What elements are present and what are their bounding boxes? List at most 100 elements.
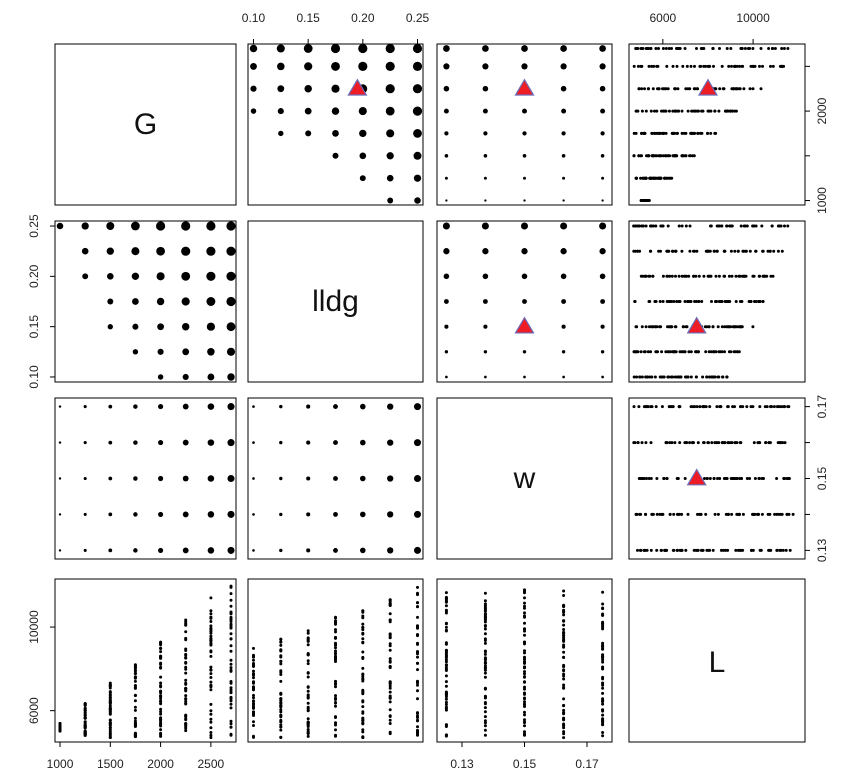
point-lldg-w <box>561 350 566 354</box>
point-lldg-L <box>757 300 760 303</box>
point-G-w <box>523 199 526 202</box>
point-G-L <box>657 47 660 50</box>
point-w-L <box>730 512 734 516</box>
point-L-G <box>159 694 163 698</box>
point-w-G <box>158 547 164 553</box>
point-w-G <box>108 440 113 445</box>
point-w-lldg <box>413 403 422 411</box>
point-L-w <box>562 712 566 716</box>
point-w-L <box>678 441 682 445</box>
point-G-L <box>649 109 653 113</box>
point-G-L <box>636 64 640 68</box>
point-L-w <box>562 697 566 701</box>
point-G-lldg <box>250 85 257 92</box>
point-G-L <box>662 87 666 91</box>
point-lldg-G <box>206 221 216 231</box>
point-w-G <box>133 548 138 553</box>
point-lldg-L <box>723 350 726 354</box>
point-lldg-L <box>745 224 749 228</box>
point-lldg-w <box>599 273 606 280</box>
tick-label-lldg-top: 0.10 <box>242 11 266 25</box>
point-w-L <box>712 477 716 480</box>
point-L-G <box>184 694 188 698</box>
point-G-L <box>773 47 777 50</box>
point-G-L <box>761 64 764 68</box>
point-L-w <box>601 665 605 669</box>
point-L-w <box>444 695 448 699</box>
point-w-L <box>791 512 795 516</box>
point-L-lldg <box>416 633 419 637</box>
point-lldg-w <box>445 375 448 379</box>
point-L-lldg <box>279 643 283 647</box>
point-w-lldg <box>306 476 311 481</box>
point-G-L <box>670 176 674 180</box>
point-lldg-L <box>633 300 637 303</box>
point-L-w <box>483 664 487 668</box>
point-L-G <box>159 665 163 669</box>
point-lldg-G <box>181 246 191 256</box>
point-lldg-L <box>677 274 681 278</box>
point-L-lldg <box>361 640 365 644</box>
point-G-L <box>665 176 669 180</box>
point-L-lldg <box>388 690 392 694</box>
point-w-L <box>702 441 706 445</box>
point-L-lldg <box>361 711 365 715</box>
point-w-L <box>777 512 781 516</box>
point-L-G <box>159 700 163 704</box>
point-L-G <box>229 637 233 641</box>
point-G-L <box>661 47 665 50</box>
point-L-w <box>562 674 566 678</box>
point-lldg-w <box>522 299 527 304</box>
point-lldg-L <box>695 350 699 354</box>
point-L-lldg <box>334 641 337 645</box>
point-lldg-w <box>484 375 487 379</box>
point-L-lldg <box>252 724 255 727</box>
point-L-w <box>601 653 605 657</box>
point-lldg-L <box>694 274 698 278</box>
point-lldg-L <box>725 224 729 228</box>
point-w-L <box>775 477 779 480</box>
point-lldg-L <box>763 274 767 278</box>
point-w-L <box>745 405 749 409</box>
point-L-lldg <box>306 696 310 700</box>
point-L-lldg <box>334 646 337 650</box>
point-L-G <box>184 661 188 665</box>
point-G-L <box>713 109 717 113</box>
point-G-L <box>640 64 644 68</box>
point-L-lldg <box>334 685 337 689</box>
point-w-L <box>748 477 752 480</box>
point-L-w <box>444 629 448 633</box>
point-G-lldg <box>412 106 423 116</box>
point-w-G <box>227 510 235 518</box>
point-G-L <box>655 109 659 113</box>
point-lldg-L <box>686 300 689 303</box>
point-L-G <box>184 667 188 671</box>
point-L-w <box>601 590 605 594</box>
point-w-L <box>767 441 771 445</box>
point-lldg-G <box>226 322 236 332</box>
point-lldg-w <box>443 248 450 255</box>
point-L-w <box>601 691 605 695</box>
point-G-lldg <box>386 129 395 138</box>
point-w-G <box>207 547 215 554</box>
point-G-L <box>664 47 668 50</box>
point-w-L <box>775 405 779 409</box>
point-w-G <box>207 511 215 518</box>
point-lldg-L <box>659 249 662 253</box>
point-G-L <box>682 154 686 158</box>
diagonal-label-lldg: lldg <box>312 285 359 318</box>
point-G-L <box>709 131 713 135</box>
point-G-L <box>675 131 679 135</box>
point-G-w <box>522 131 527 136</box>
point-w-G <box>83 476 87 481</box>
point-L-lldg <box>361 666 365 670</box>
point-L-w <box>444 705 448 709</box>
point-lldg-L <box>689 350 693 354</box>
point-lldg-L <box>720 325 724 329</box>
point-L-G <box>133 669 137 673</box>
point-lldg-L <box>680 249 684 253</box>
point-lldg-L <box>697 274 701 278</box>
point-L-w <box>601 702 605 706</box>
point-w-L <box>643 548 647 552</box>
point-lldg-L <box>741 249 745 253</box>
